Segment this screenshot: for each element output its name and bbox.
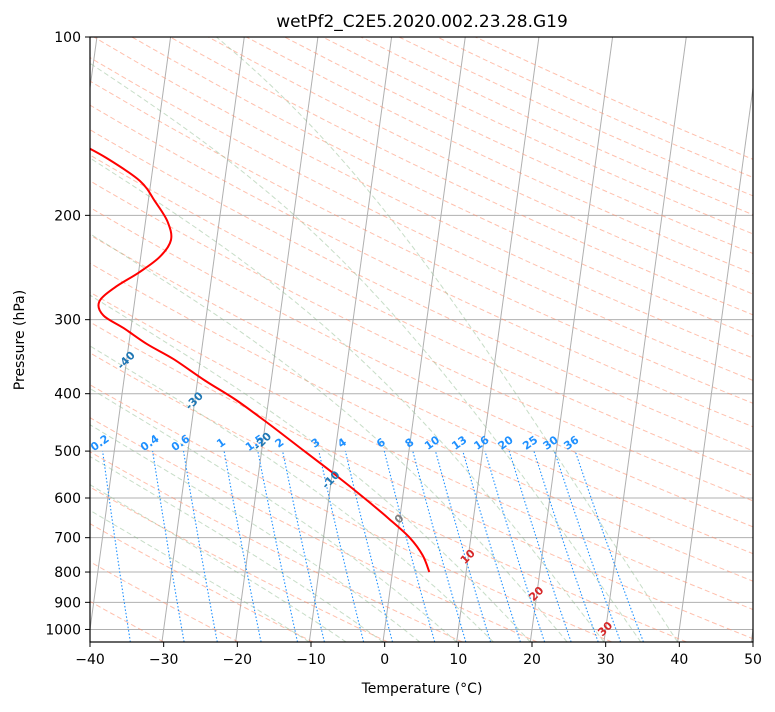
x-axis-label: Temperature (°C) <box>361 681 483 697</box>
x-tick-label: 40 <box>670 652 688 668</box>
x-tick-label: 30 <box>597 652 615 668</box>
x-tick-label: 50 <box>744 652 762 668</box>
y-tick-label: 400 <box>54 387 81 403</box>
y-tick-label: 1000 <box>45 622 81 638</box>
x-tick-label: −30 <box>149 652 179 668</box>
x-tick-label: 10 <box>449 652 467 668</box>
y-axis-label: Pressure (hPa) <box>12 290 28 390</box>
y-tick-label: 200 <box>54 208 81 224</box>
x-tick-label: 0 <box>380 652 389 668</box>
x-tick-label: −20 <box>223 652 253 668</box>
y-tick-label: 700 <box>54 531 81 547</box>
y-tick-label: 600 <box>54 491 81 507</box>
chart-title: wetPf2_C2E5.2020.002.23.28.G19 <box>276 12 568 32</box>
y-tick-label: 900 <box>54 595 81 611</box>
isotherm-line <box>751 37 775 642</box>
y-tick-label: 800 <box>54 565 81 581</box>
isotherm-label: -60 <box>0 262 3 285</box>
x-tick-label: 20 <box>523 652 541 668</box>
x-tick-label: −10 <box>296 652 326 668</box>
y-tick-label: 100 <box>54 30 81 46</box>
y-tick-label: 300 <box>54 313 81 329</box>
y-tick-label: 500 <box>54 444 81 460</box>
x-tick-label: −40 <box>75 652 105 668</box>
